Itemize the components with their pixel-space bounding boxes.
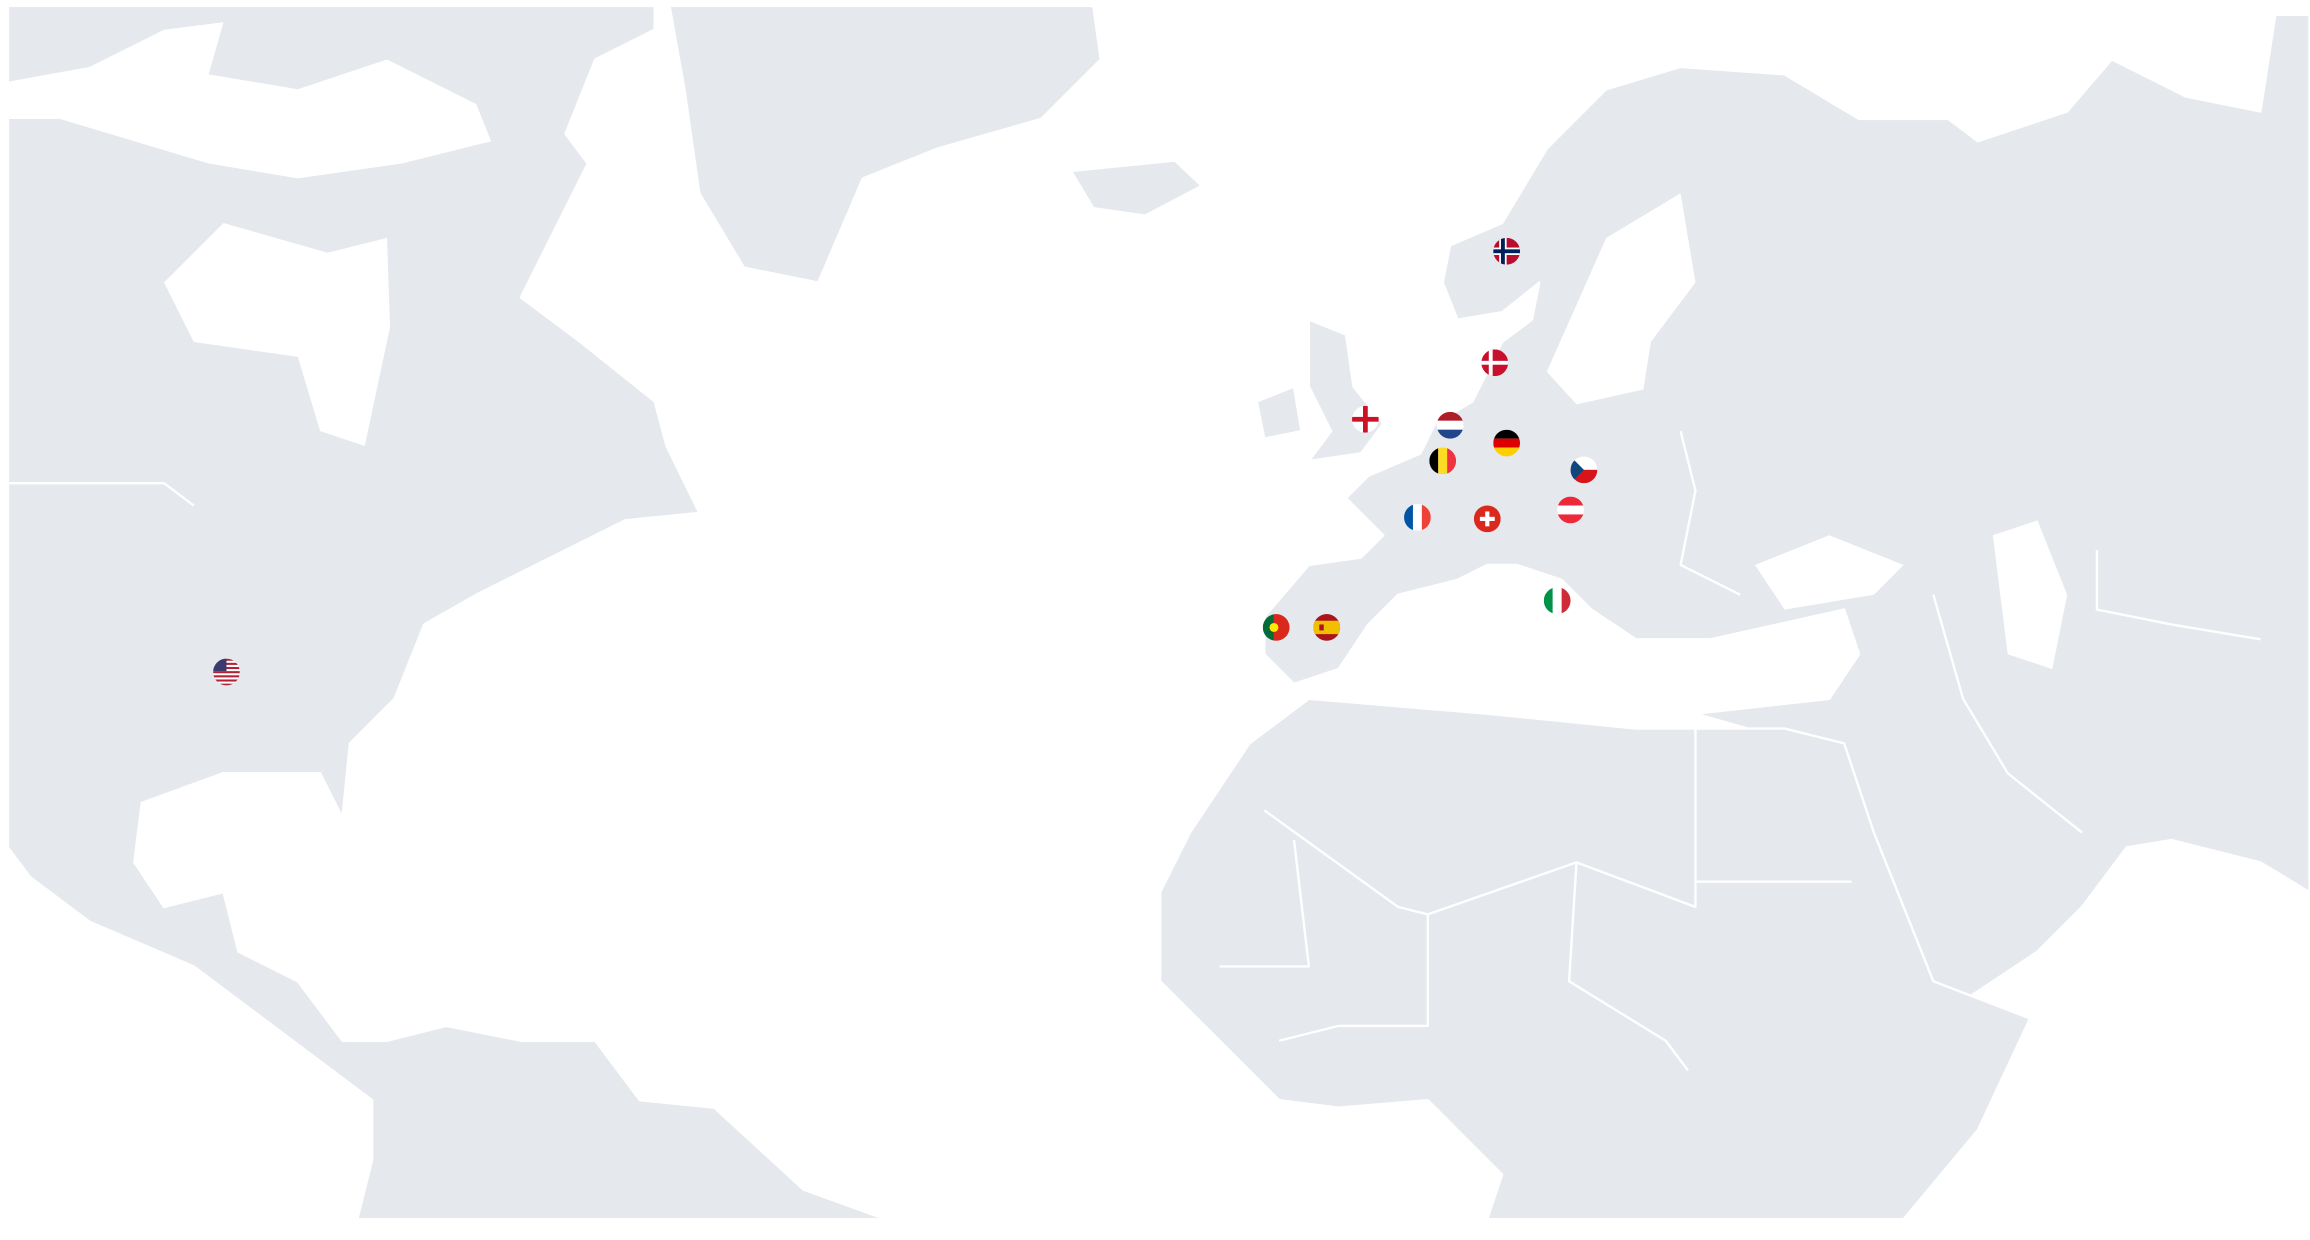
flag-marker[interactable] — [1493, 430, 1520, 457]
black-sea — [1754, 535, 1904, 610]
land-layer — [7, 5, 2310, 1220]
flag-marker[interactable] — [1493, 238, 1520, 265]
africa — [1159, 697, 2032, 1220]
flag-marker[interactable] — [1429, 448, 1456, 475]
flag-marker[interactable] — [1557, 497, 1584, 524]
iceland — [1069, 159, 1204, 217]
flag-marker[interactable] — [1571, 456, 1598, 483]
greenland — [668, 5, 1102, 284]
flag-marker[interactable] — [1352, 406, 1379, 433]
baltic-sea — [1546, 193, 1696, 405]
eurasia — [1263, 13, 2310, 1013]
border — [1932, 594, 2083, 834]
great-britain — [1307, 318, 1385, 463]
flag-marker[interactable] — [1263, 614, 1290, 641]
border — [1263, 698, 1697, 916]
border — [1679, 430, 1741, 596]
caspian-sea — [1992, 520, 2068, 670]
border — [1278, 914, 1430, 1042]
border — [1567, 862, 1689, 1072]
flag-marker[interactable] — [1437, 412, 1464, 439]
flag-marker[interactable] — [1313, 614, 1340, 641]
ireland — [1255, 385, 1303, 440]
flag-marker[interactable] — [1481, 349, 1508, 376]
flag-marker[interactable] — [1544, 587, 1571, 614]
hudson-bay — [164, 223, 391, 447]
border — [1219, 839, 1311, 968]
flag-marker[interactable] — [1404, 504, 1431, 531]
border — [2095, 550, 2261, 641]
arctic-channel — [7, 22, 492, 179]
flag-marker[interactable] — [1474, 506, 1501, 533]
border — [7, 482, 195, 507]
